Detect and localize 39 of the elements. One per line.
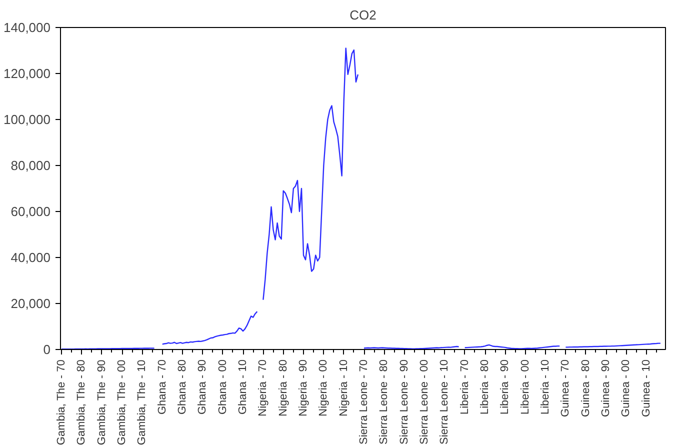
x-tick-label: Gambia, The - 10 (136, 360, 148, 446)
y-tick-label: 60,000 (10, 204, 51, 219)
x-tick-label: Ghana - 80 (176, 359, 189, 415)
x-tick-label: Gambia, The - 80 (76, 360, 88, 446)
x-tick-label: Sierra Leone - 00 (418, 360, 431, 444)
x-tick-label: Guinea - 00 (620, 359, 632, 417)
x-tick-label: Liberia - 70 (458, 359, 471, 415)
x-tick-label: Nigeria - 00 (318, 360, 330, 416)
x-tick-label: Sierra Leone - 10 (438, 360, 451, 444)
y-tick-label: 80,000 (10, 158, 51, 173)
x-tick-label: Ghana - 70 (156, 359, 168, 415)
x-tick-label: Liberia - 80 (479, 359, 492, 415)
x-tick-label: Liberia - 00 (519, 359, 532, 415)
x-tick-label: Gambia, The - 90 (96, 360, 108, 446)
chart-title: CO2 (350, 8, 376, 22)
x-tick-label: Liberia - 90 (499, 359, 512, 415)
x-tick-label: Nigeria - 70 (257, 360, 270, 416)
x-tick-label: Sierra Leone - 70 (358, 360, 370, 444)
x-tick-label: Sierra Leone - 80 (378, 360, 390, 444)
x-tick-label: Guinea - 80 (580, 359, 592, 417)
x-tick-label: Nigeria - 80 (277, 360, 290, 416)
x-tick-label: Guinea - 90 (600, 359, 612, 417)
y-tick-label: 40,000 (10, 250, 51, 265)
x-tick-label: Ghana - 90 (196, 359, 209, 415)
x-tick-label: Liberia - 10 (540, 359, 552, 415)
y-tick-label: 140,000 (4, 20, 51, 35)
x-tick-label: Guinea - 70 (560, 359, 572, 417)
x-tick-label: Nigeria - 90 (298, 360, 310, 416)
x-tick-label: Sierra Leone - 90 (398, 360, 410, 444)
x-tick-label: Gambia, The - 70 (56, 360, 68, 446)
y-tick-label: 20,000 (10, 296, 51, 311)
x-tick-label: Ghana - 00 (216, 359, 229, 415)
y-tick-label: 120,000 (4, 66, 51, 81)
y-tick-label: 0 (43, 342, 51, 357)
x-tick-label: Guinea - 10 (640, 359, 652, 417)
x-tick-label: Gambia, The - 00 (116, 360, 128, 446)
y-tick-label: 100,000 (4, 112, 51, 127)
x-tick-label: Nigeria - 10 (338, 360, 350, 416)
x-tick-label: Ghana - 10 (237, 359, 250, 415)
